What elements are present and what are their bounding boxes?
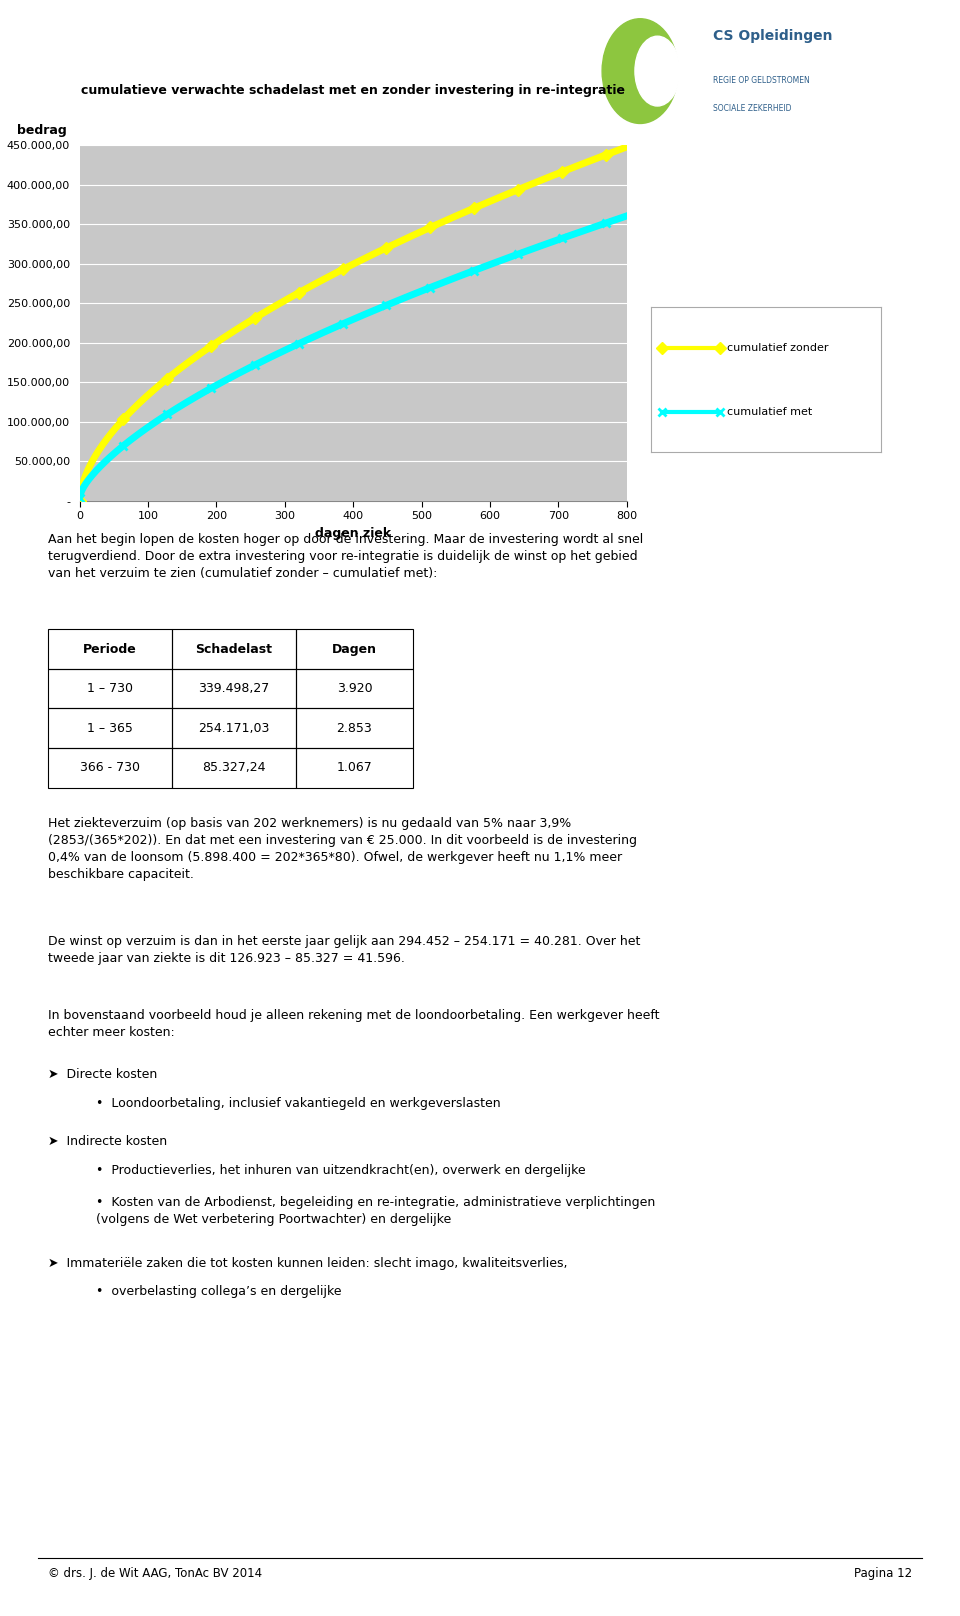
Text: Aan het begin lopen de kosten hoger op door de investering. Maar de investering : Aan het begin lopen de kosten hoger op d… bbox=[48, 533, 643, 580]
Bar bbox=[48, 708, 172, 748]
Bar bbox=[48, 748, 172, 787]
Bar bbox=[296, 629, 413, 669]
Text: ➤  Directe kosten: ➤ Directe kosten bbox=[48, 1068, 157, 1081]
Text: cumulatieve verwachte schadelast met en zonder investering in re-integratie: cumulatieve verwachte schadelast met en … bbox=[82, 84, 625, 97]
Text: 254.171,03: 254.171,03 bbox=[199, 722, 270, 735]
Text: Pagina 12: Pagina 12 bbox=[853, 1568, 912, 1580]
Ellipse shape bbox=[602, 19, 678, 123]
Text: 2.853: 2.853 bbox=[337, 722, 372, 735]
Text: 339.498,27: 339.498,27 bbox=[199, 682, 270, 695]
Text: 1 – 365: 1 – 365 bbox=[87, 722, 132, 735]
Bar bbox=[296, 708, 413, 748]
Bar bbox=[296, 748, 413, 787]
X-axis label: dagen ziek: dagen ziek bbox=[315, 527, 392, 540]
Text: REGIE OP GELDSTROMEN: REGIE OP GELDSTROMEN bbox=[712, 76, 809, 86]
Text: cumulatief met: cumulatief met bbox=[727, 407, 812, 417]
Bar bbox=[172, 748, 296, 787]
Bar bbox=[48, 669, 172, 708]
Text: 3.920: 3.920 bbox=[337, 682, 372, 695]
Text: cumulatief zonder: cumulatief zonder bbox=[727, 343, 828, 352]
Ellipse shape bbox=[635, 36, 680, 107]
Bar bbox=[172, 669, 296, 708]
Text: 366 - 730: 366 - 730 bbox=[80, 761, 140, 774]
Text: ➤  Immateriële zaken die tot kosten kunnen leiden: slecht imago, kwaliteitsverli: ➤ Immateriële zaken die tot kosten kunne… bbox=[48, 1257, 567, 1270]
Text: 1 – 730: 1 – 730 bbox=[87, 682, 133, 695]
Text: Het ziekteverzuim (op basis van 202 werknemers) is nu gedaald van 5% naar 3,9%
(: Het ziekteverzuim (op basis van 202 werk… bbox=[48, 816, 637, 881]
Text: In bovenstaand voorbeeld houd je alleen rekening met de loondoorbetaling. Een we: In bovenstaand voorbeeld houd je alleen … bbox=[48, 1008, 660, 1039]
Text: Schadelast: Schadelast bbox=[196, 643, 273, 656]
Text: De winst op verzuim is dan in het eerste jaar gelijk aan 294.452 – 254.171 = 40.: De winst op verzuim is dan in het eerste… bbox=[48, 936, 640, 965]
Text: Dagen: Dagen bbox=[332, 643, 377, 656]
Text: 1.067: 1.067 bbox=[337, 761, 372, 774]
Text: Periode: Periode bbox=[84, 643, 137, 656]
Text: SOCIALE ZEKERHEID: SOCIALE ZEKERHEID bbox=[712, 103, 791, 113]
Text: •  Productieverlies, het inhuren van uitzendkracht(en), overwerk en dergelijke: • Productieverlies, het inhuren van uitz… bbox=[96, 1164, 586, 1176]
Text: bedrag: bedrag bbox=[17, 124, 67, 137]
Text: •  overbelasting collega’s en dergelijke: • overbelasting collega’s en dergelijke bbox=[96, 1285, 342, 1298]
Bar bbox=[48, 629, 172, 669]
Text: CS Opleidingen: CS Opleidingen bbox=[712, 29, 832, 44]
Text: ➤  Indirecte kosten: ➤ Indirecte kosten bbox=[48, 1134, 167, 1147]
Bar bbox=[172, 629, 296, 669]
Text: •  Loondoorbetaling, inclusief vakantiegeld en werkgeverslasten: • Loondoorbetaling, inclusief vakantiege… bbox=[96, 1097, 500, 1110]
Bar bbox=[172, 708, 296, 748]
Text: © drs. J. de Wit AAG, TonAc BV 2014: © drs. J. de Wit AAG, TonAc BV 2014 bbox=[48, 1568, 262, 1580]
Text: 85.327,24: 85.327,24 bbox=[203, 761, 266, 774]
Bar bbox=[296, 669, 413, 708]
Text: •  Kosten van de Arbodienst, begeleiding en re-integratie, administratieve verpl: • Kosten van de Arbodienst, begeleiding … bbox=[96, 1196, 656, 1227]
